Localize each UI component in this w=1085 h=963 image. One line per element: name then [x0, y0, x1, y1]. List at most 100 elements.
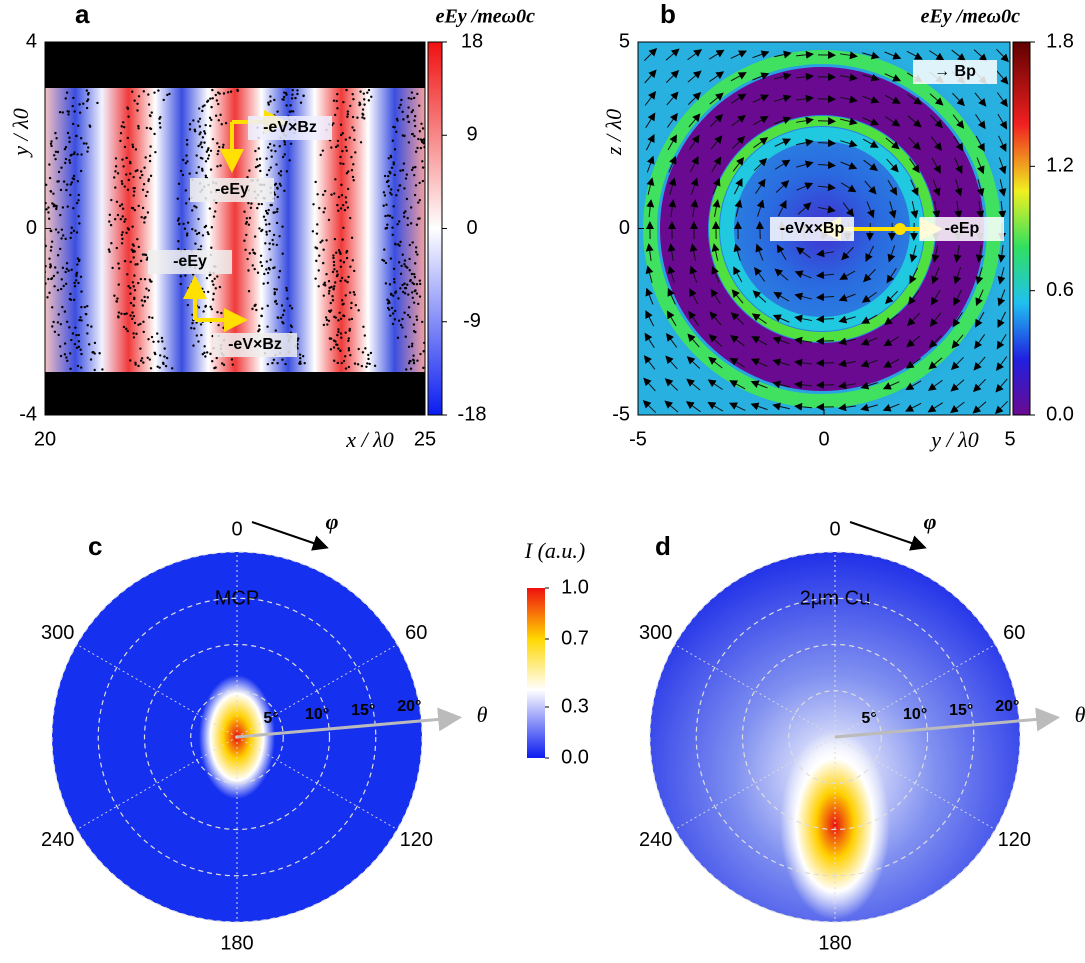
vector — [752, 50, 770, 59]
electron — [331, 270, 335, 274]
vector — [909, 158, 920, 174]
electron — [370, 95, 373, 99]
electron — [414, 184, 418, 187]
electron — [356, 363, 360, 366]
electron — [65, 262, 69, 265]
electron — [142, 361, 145, 364]
electron — [191, 227, 194, 231]
electron — [264, 242, 267, 245]
electron — [285, 93, 288, 96]
electron — [396, 119, 399, 122]
electron — [331, 295, 334, 298]
electron — [421, 179, 425, 183]
electron — [131, 145, 135, 149]
electron — [78, 258, 81, 262]
electron — [55, 204, 58, 208]
electron — [336, 139, 340, 143]
electron — [352, 97, 355, 101]
theta-arrow — [236, 707, 463, 739]
vector — [643, 355, 656, 370]
electron — [110, 198, 113, 202]
electron — [74, 326, 77, 329]
electron — [198, 117, 202, 120]
electron — [339, 252, 342, 256]
electron — [50, 144, 53, 148]
electron — [273, 144, 276, 147]
electron — [125, 327, 128, 331]
electron — [209, 168, 213, 171]
electron — [153, 351, 156, 354]
electron — [415, 223, 419, 226]
electron — [418, 104, 421, 107]
electron — [73, 284, 77, 288]
radial-label: θ — [477, 702, 488, 727]
electron — [357, 347, 360, 351]
electron — [111, 266, 114, 270]
vector — [883, 358, 900, 368]
electron — [264, 209, 268, 213]
electron — [133, 186, 136, 190]
electron — [333, 285, 336, 288]
electron — [50, 140, 53, 143]
vector — [931, 245, 940, 263]
electron — [268, 142, 272, 146]
electron — [276, 361, 279, 365]
vector — [952, 114, 965, 129]
vector — [975, 135, 985, 152]
electron — [416, 146, 419, 150]
electron — [337, 330, 340, 334]
vector — [840, 51, 858, 60]
electron — [400, 264, 403, 268]
vector — [816, 337, 835, 346]
electron — [367, 353, 370, 357]
electron — [216, 152, 219, 156]
vector — [644, 332, 655, 348]
annotation-box — [148, 250, 232, 274]
vector — [794, 336, 812, 345]
electron — [413, 115, 417, 118]
vector — [711, 265, 720, 283]
electron — [346, 110, 350, 113]
electron — [117, 316, 120, 319]
vector — [711, 243, 720, 261]
electron — [53, 330, 57, 333]
electron — [407, 120, 410, 124]
vector — [998, 200, 1007, 219]
electron — [222, 92, 226, 95]
electron — [143, 295, 146, 299]
electron — [49, 142, 53, 145]
annotation-box — [920, 217, 1004, 241]
electron — [340, 276, 344, 280]
electron — [402, 162, 406, 165]
electron — [422, 366, 425, 370]
electron — [291, 93, 294, 96]
colorbar-tick-label: 0.6 — [1046, 279, 1074, 301]
electron — [73, 342, 77, 346]
electron — [123, 312, 126, 316]
electron — [344, 196, 348, 199]
electron — [142, 320, 145, 324]
electron — [50, 277, 54, 280]
electron — [391, 139, 395, 142]
vector — [817, 161, 836, 170]
electron — [285, 289, 289, 292]
vector — [667, 134, 677, 151]
vector — [731, 136, 746, 149]
electron — [213, 366, 216, 370]
electron — [71, 122, 75, 126]
electron — [289, 104, 292, 107]
electron — [397, 319, 401, 322]
electron — [177, 217, 181, 220]
electron — [345, 256, 349, 260]
electron — [399, 103, 402, 107]
electron — [339, 155, 342, 159]
electron — [69, 352, 72, 355]
electron — [303, 361, 306, 365]
electron — [41, 233, 43, 235]
vector — [975, 267, 984, 285]
electron — [60, 287, 63, 291]
electron — [274, 149, 277, 153]
electron — [266, 271, 270, 275]
electron — [120, 125, 123, 128]
electron — [347, 337, 350, 340]
